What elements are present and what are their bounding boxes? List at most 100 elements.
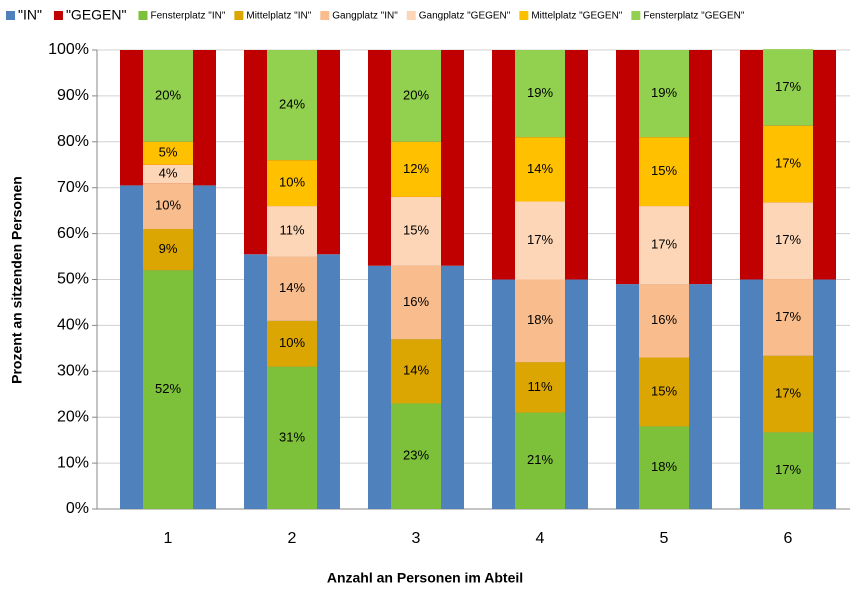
bar-segment: [391, 339, 441, 404]
data-label: 19%: [651, 85, 677, 100]
bar-segment: [143, 141, 193, 165]
data-label: 19%: [527, 85, 553, 100]
y-tick-label: 80%: [57, 133, 89, 150]
data-label: 16%: [651, 312, 677, 327]
bar-segment: [143, 50, 193, 142]
data-label: 17%: [775, 232, 801, 247]
legend-swatch: [53, 11, 63, 20]
y-axis-label: Prozent an sitzenden Personen: [9, 176, 25, 384]
y-tick-label: 60%: [57, 225, 89, 242]
data-label: 17%: [775, 309, 801, 324]
data-label: 24%: [279, 97, 305, 112]
bar-segment: [391, 141, 441, 197]
bar-segment: [391, 50, 441, 142]
data-label: 10%: [279, 175, 305, 190]
legend-swatch: [6, 11, 15, 20]
x-axis-label: Anzahl an Personen im Abteil: [327, 570, 523, 586]
bar-segment: [143, 270, 193, 509]
bar-segment: [639, 284, 689, 358]
bar-segment: [267, 206, 317, 257]
data-label: 5%: [159, 145, 178, 160]
bar-segment: [267, 256, 317, 321]
bar-segment: [763, 49, 813, 126]
y-tick-label: 0%: [66, 500, 89, 517]
y-tick-label: 40%: [57, 317, 89, 334]
data-label: 23%: [403, 448, 429, 463]
bar-segment: [763, 125, 813, 203]
data-label: 14%: [403, 363, 429, 378]
data-label: 4%: [159, 165, 178, 180]
y-tick-label: 50%: [57, 271, 89, 288]
bar-segment: [515, 201, 565, 280]
x-tick-label: 5: [660, 530, 669, 547]
y-tick-label: 10%: [57, 454, 89, 471]
bar-segment: [267, 366, 317, 509]
legend-label: Gangplatz "IN": [332, 11, 398, 22]
data-label: 10%: [155, 197, 181, 212]
legend-swatch: [320, 11, 330, 20]
data-label: 9%: [159, 241, 178, 256]
data-label: 21%: [527, 452, 553, 467]
legend-label: "IN": [18, 7, 42, 23]
data-label: 15%: [403, 223, 429, 238]
data-label: 18%: [651, 459, 677, 474]
data-label: 20%: [403, 87, 429, 102]
bar-segment: [143, 229, 193, 271]
legend-label: Fensterplatz "IN": [150, 11, 225, 22]
bar-segment: [391, 403, 441, 509]
data-label: 10%: [279, 335, 305, 350]
data-label: 17%: [775, 462, 801, 477]
bar-segment: [267, 50, 317, 161]
bar-segment: [391, 265, 441, 340]
data-label: 16%: [403, 294, 429, 309]
bar-segment: [143, 183, 193, 230]
bar-segment: [267, 160, 317, 207]
bar-segment: [515, 137, 565, 202]
x-tick-label: 4: [536, 530, 545, 547]
data-label: 14%: [527, 161, 553, 176]
bar-segment: [639, 206, 689, 285]
data-label: 17%: [775, 79, 801, 94]
bar-segment: [515, 362, 565, 413]
data-label: 17%: [775, 385, 801, 400]
bar-segment: [763, 432, 813, 509]
data-label: 20%: [155, 87, 181, 102]
legend-swatch: [234, 11, 244, 20]
x-tick-label: 3: [412, 530, 421, 547]
legend-label: Mittelplatz "IN": [246, 11, 311, 22]
bar-segment: [391, 196, 441, 266]
bar-segment: [143, 164, 193, 184]
bar-segment: [639, 426, 689, 509]
legend-label: Mittelplatz "GEGEN": [531, 11, 622, 22]
bar-segment: [515, 279, 565, 363]
legend-swatch: [406, 11, 416, 20]
data-label: 17%: [775, 155, 801, 170]
bar-segment: [763, 202, 813, 280]
data-label: 17%: [651, 237, 677, 252]
y-tick-label: 90%: [57, 87, 89, 104]
legend-swatch: [519, 11, 529, 20]
data-label: 31%: [279, 429, 305, 444]
legend-swatch: [138, 11, 148, 20]
data-label: 11%: [279, 223, 304, 238]
bar-segment: [639, 137, 689, 207]
bar-segment: [639, 357, 689, 427]
y-tick-label: 30%: [57, 363, 89, 380]
bar-segment: [515, 50, 565, 138]
data-label: 15%: [651, 163, 677, 178]
y-tick-label: 100%: [48, 41, 89, 58]
bar-segment: [515, 412, 565, 509]
x-tick-label: 6: [784, 530, 793, 547]
legend-label: Gangplatz "GEGEN": [419, 11, 511, 22]
y-tick-label: 70%: [57, 179, 89, 196]
bar-segment: [763, 279, 813, 356]
data-label: 11%: [527, 379, 552, 394]
legend-swatch: [631, 11, 641, 20]
y-tick-label: 20%: [57, 408, 89, 425]
x-tick-label: 2: [288, 530, 297, 547]
bar-segment: [267, 320, 317, 367]
legend-label: "GEGEN": [66, 7, 127, 23]
data-label: 15%: [651, 383, 677, 398]
bar-segment: [639, 50, 689, 138]
